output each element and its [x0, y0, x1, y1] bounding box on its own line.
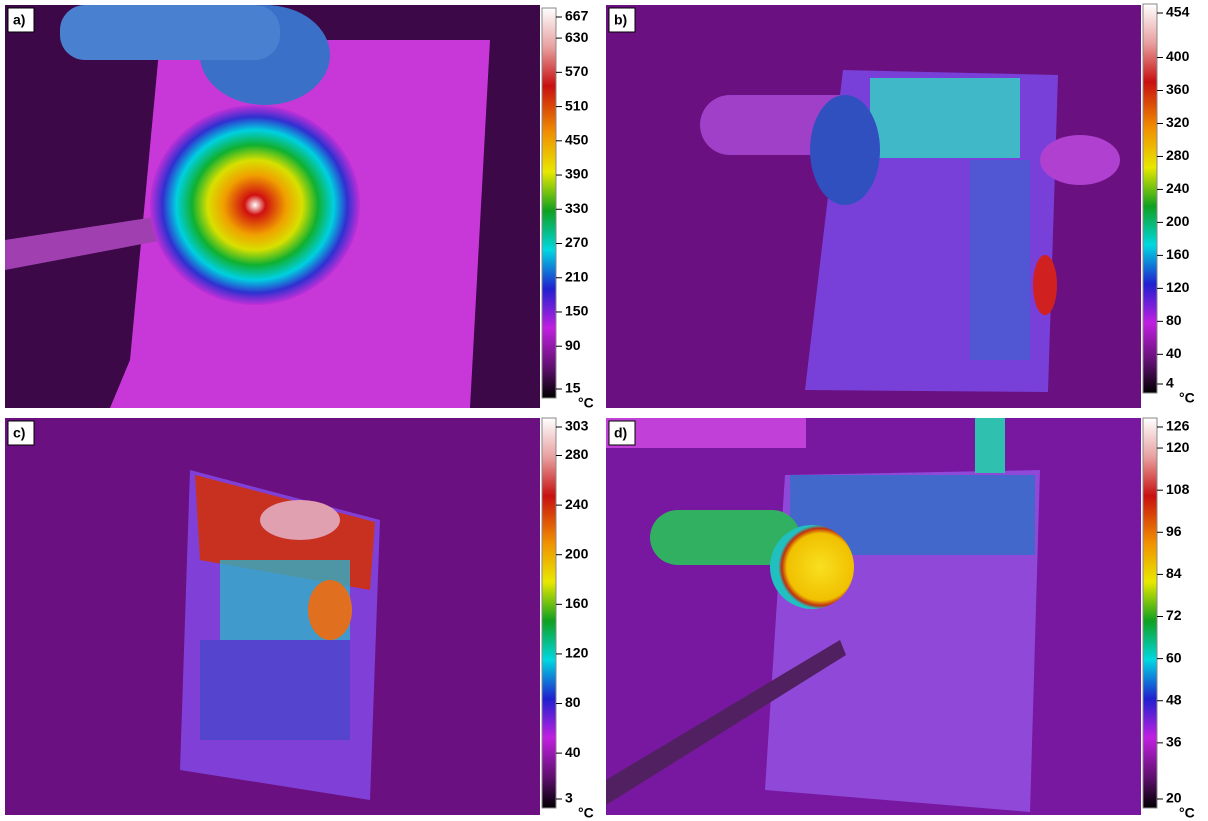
tick-label: 40 [565, 744, 581, 760]
tick-label: 120 [565, 645, 589, 661]
tick-label: 160 [565, 595, 589, 611]
tick-label: 360 [1166, 81, 1190, 97]
tick-label: 570 [565, 63, 589, 79]
tick-label: 270 [565, 234, 589, 250]
tick-label: 40 [1166, 345, 1182, 361]
figure: a)6676305705104503903302702101509015°Cb)… [0, 0, 1208, 821]
thermal-image-d [606, 418, 1141, 815]
panel-label: c) [13, 425, 25, 441]
tick-label: 200 [565, 545, 589, 561]
tick-label: 15 [565, 380, 581, 396]
colorbar [1143, 418, 1157, 808]
tick-label: 150 [565, 303, 589, 319]
tick-label: 160 [1166, 246, 1190, 262]
tick-label: 60 [1166, 649, 1182, 665]
tick-label: 240 [565, 496, 589, 512]
tick-label: 390 [565, 166, 589, 182]
tick-label: 80 [1166, 312, 1182, 328]
tick-label: 667 [565, 8, 589, 24]
tick-label: 280 [565, 446, 589, 462]
tick-label: 80 [565, 694, 581, 710]
tick-label: 400 [1166, 48, 1190, 64]
panel-label: a) [13, 12, 25, 28]
tick-label: 126 [1166, 418, 1190, 434]
colorbar [542, 418, 556, 808]
tick-label: 4 [1166, 375, 1174, 391]
unit-label: °C [578, 805, 594, 821]
tick-label: 120 [1166, 279, 1190, 295]
tick-label: 84 [1166, 565, 1182, 581]
thermal-image-a [5, 5, 540, 408]
tick-label: 120 [1166, 439, 1190, 455]
tick-label: 330 [565, 200, 589, 216]
unit-label: °C [1179, 805, 1195, 821]
tick-label: 240 [1166, 180, 1190, 196]
tick-label: 108 [1166, 481, 1190, 497]
tick-label: 200 [1166, 213, 1190, 229]
tick-label: 454 [1166, 4, 1190, 20]
panel-label: d) [614, 425, 627, 441]
tick-label: 320 [1166, 114, 1190, 130]
unit-label: °C [578, 395, 594, 411]
tick-label: 510 [565, 97, 589, 113]
tick-label: 90 [565, 337, 581, 353]
tick-label: 3 [565, 790, 573, 806]
unit-label: °C [1179, 390, 1195, 406]
tick-label: 20 [1166, 790, 1182, 806]
thermal-image-b [606, 5, 1141, 408]
tick-label: 36 [1166, 734, 1182, 750]
tick-label: 210 [565, 268, 589, 284]
tick-label: 280 [1166, 147, 1190, 163]
tick-label: 96 [1166, 523, 1182, 539]
colorbar [542, 8, 556, 398]
panel-label: b) [614, 12, 627, 28]
tick-label: 303 [565, 418, 589, 434]
thermal-image-c [5, 418, 540, 815]
tick-label: 48 [1166, 691, 1182, 707]
colorbar [1143, 4, 1157, 393]
tick-label: 450 [565, 132, 589, 148]
tick-label: 72 [1166, 607, 1182, 623]
tick-label: 630 [565, 29, 589, 45]
